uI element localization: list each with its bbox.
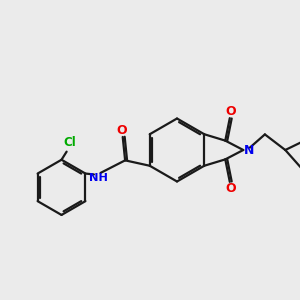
Text: NH: NH <box>89 173 108 183</box>
Text: O: O <box>225 182 236 195</box>
Text: O: O <box>225 105 236 118</box>
Text: Cl: Cl <box>63 136 76 149</box>
Text: N: N <box>244 143 254 157</box>
Text: O: O <box>116 124 127 137</box>
